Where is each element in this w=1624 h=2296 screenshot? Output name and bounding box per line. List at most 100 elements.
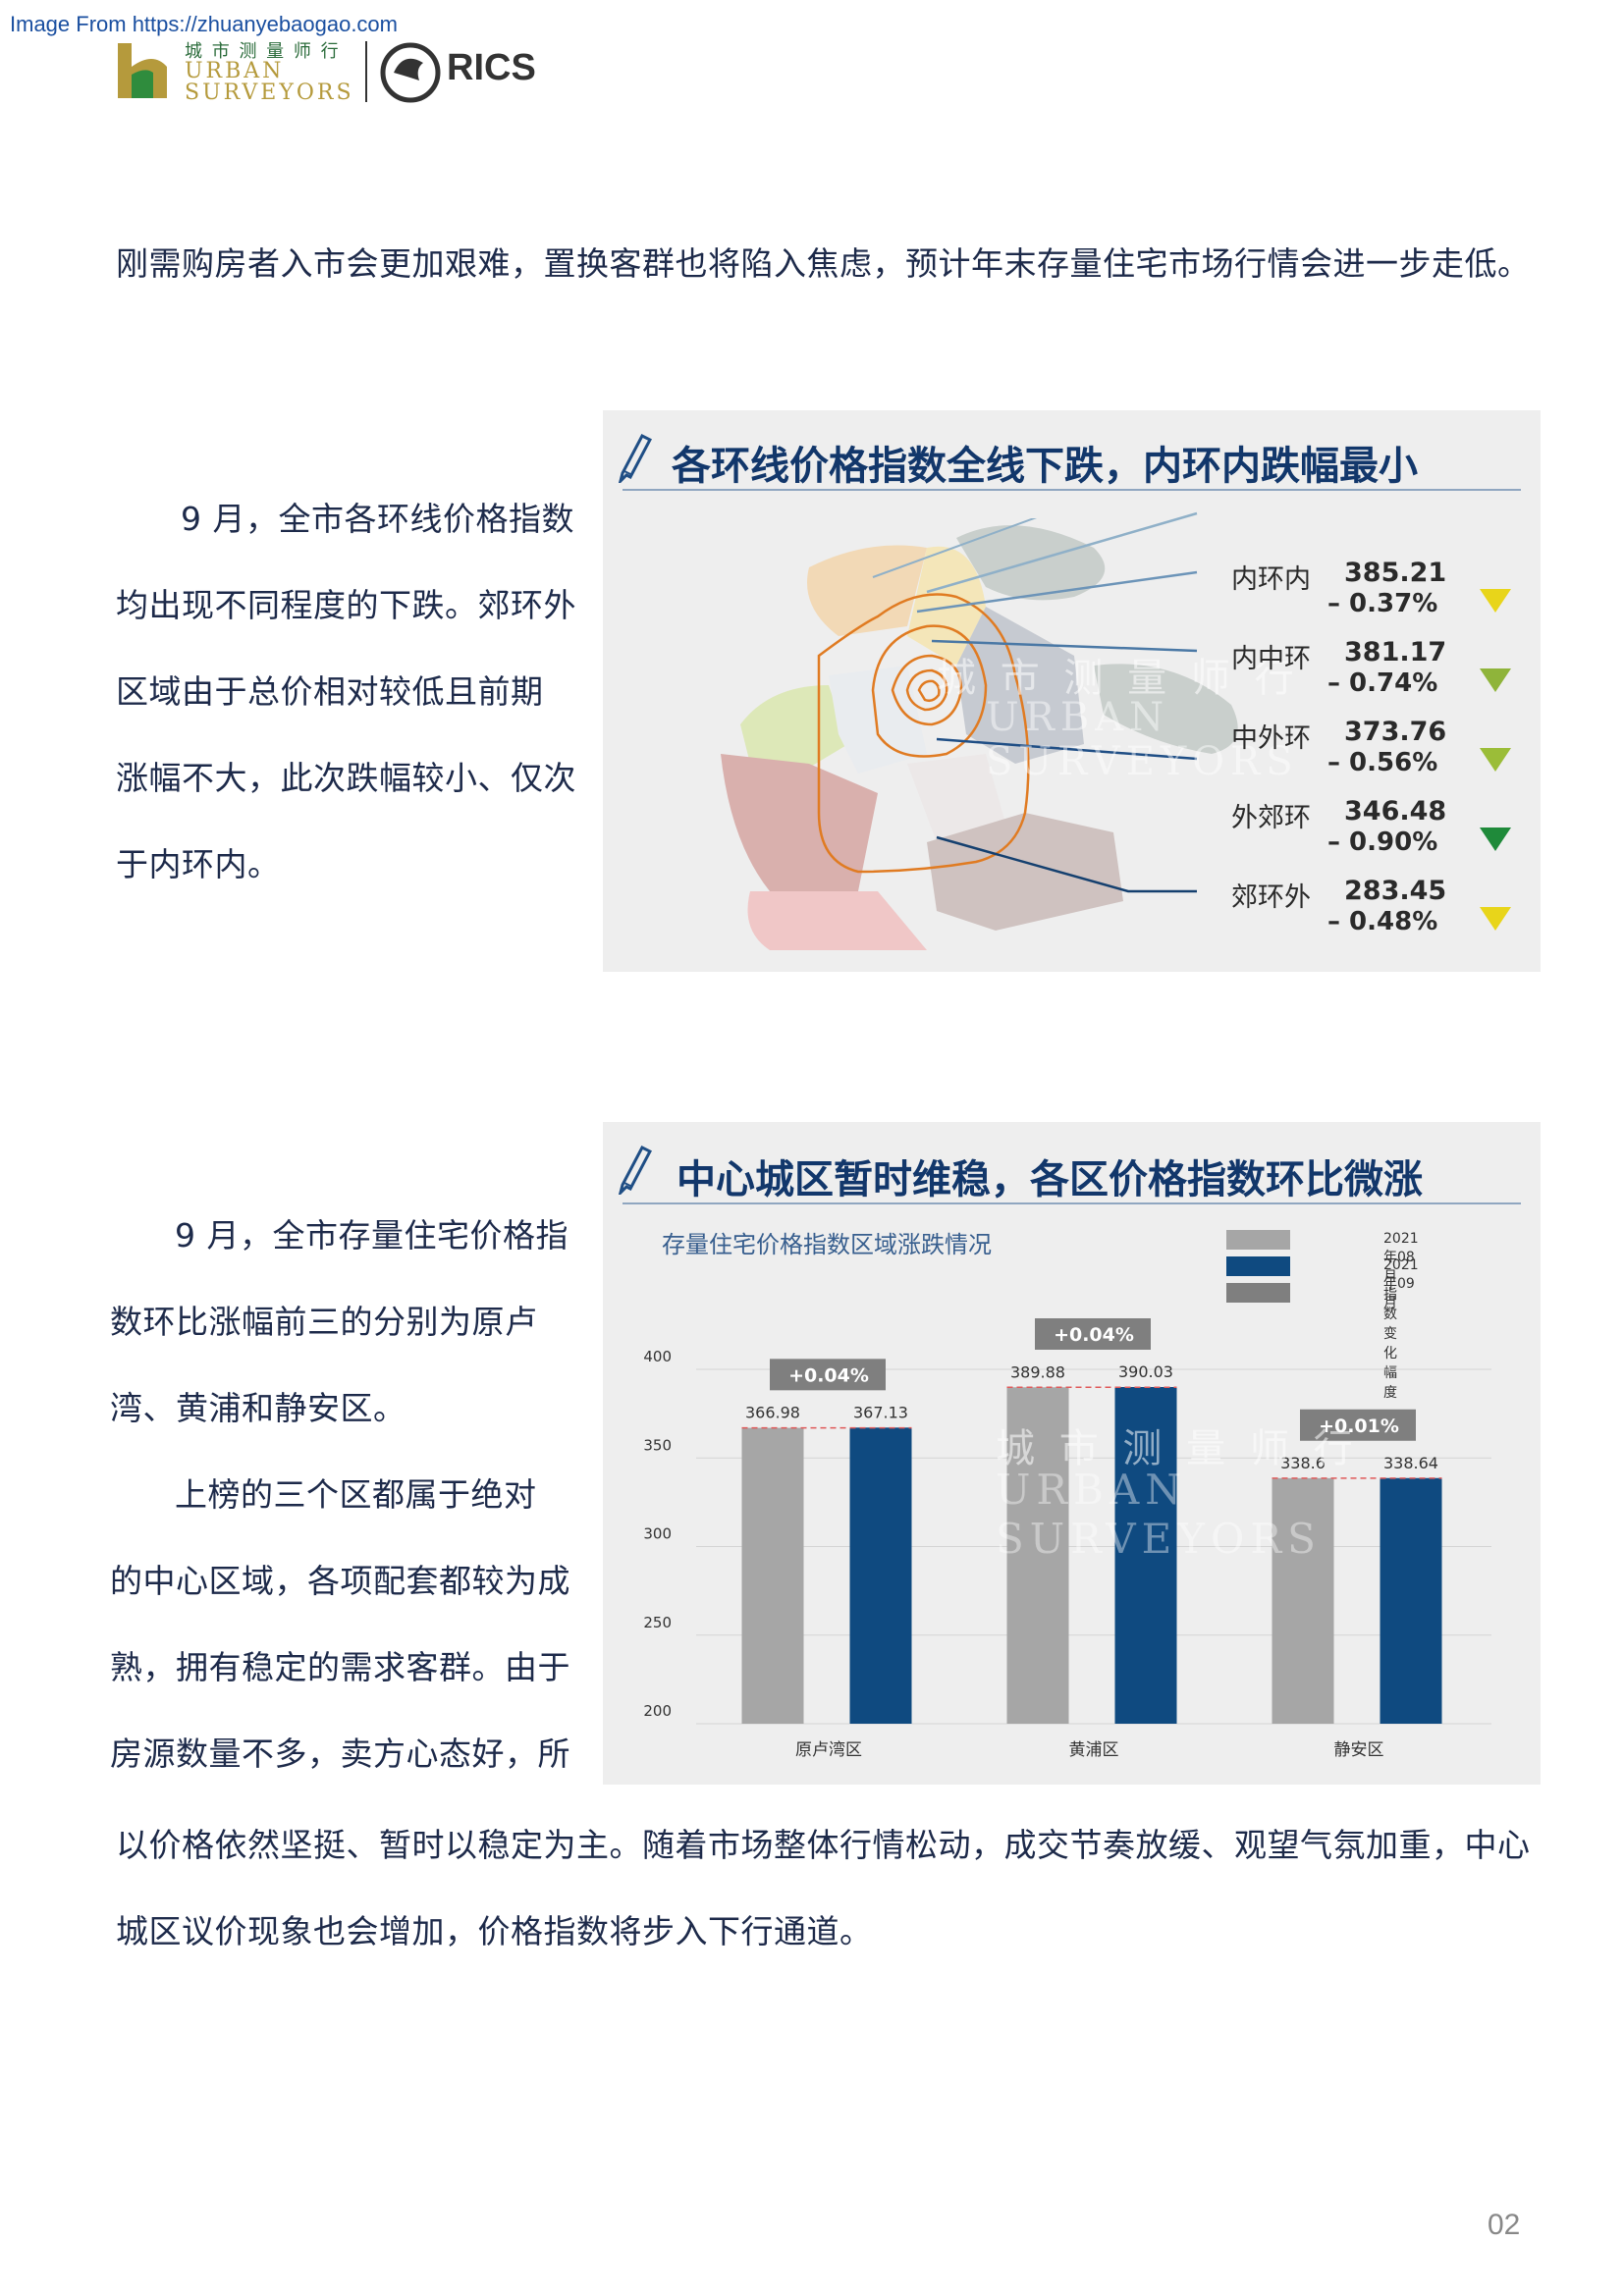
header-logos: 城 市 测 量 师 行 URBAN SURVEYORS RICS (116, 37, 626, 106)
chart-watermark-en2: SURVEYORS (996, 1515, 1322, 1563)
y-tick-label: 250 (643, 1614, 672, 1631)
ring-value: 373.76 (1344, 717, 1447, 747)
section1-text-line: 涨幅不大，此次跌幅较小、仅次 (116, 759, 576, 797)
continuation-line: 城区议价现象也会增加，价格指数将步入下行通道。 (116, 1912, 873, 1950)
section2-title: 中心城区暂时维稳，各区价格指数环比微涨 (677, 1157, 1423, 1202)
section2-text-line: 房源数量不多，卖方心态好，所 (110, 1735, 570, 1773)
bar-value-label: 338.6 (1280, 1454, 1326, 1472)
logo-cn-text: 城 市 测 量 师 行 (185, 41, 341, 62)
ring-row: 内中环 381.17 – 0.74% (1231, 637, 1526, 717)
pencil-icon (618, 1146, 652, 1195)
down-triangle-icon (1480, 907, 1511, 931)
change-badge (770, 1359, 886, 1391)
legend-swatch (1226, 1256, 1290, 1276)
map-watermark-en1: URBAN (986, 695, 1170, 740)
y-tick-label: 200 (643, 1702, 672, 1720)
ring-row: 中外环 373.76 – 0.56% (1231, 717, 1526, 796)
down-triangle-icon (1480, 748, 1511, 772)
map-watermark-cn: 城 市 测 量 师 行 (937, 656, 1300, 701)
x-category-label: 黄浦区 (1069, 1740, 1119, 1760)
page-number: 02 (1488, 2209, 1521, 2241)
section2-text-line: 数环比涨幅前三的分别为原卢 (110, 1303, 538, 1341)
change-badge (1300, 1409, 1416, 1441)
chart-title: 存量住宅价格指数区域涨跌情况 (662, 1231, 992, 1258)
change-badge-label: +0.04% (788, 1364, 869, 1386)
urban-surveyors-logo (118, 41, 441, 103)
ring-name: 内中环 (1231, 644, 1311, 674)
ring-leader-lines (916, 511, 1198, 893)
ring-value: 346.48 (1344, 796, 1447, 827)
district-bar-chart: 400 350 300 250 200 366.98 367.13 +0.04% 原卢湾区 389… (643, 1317, 1491, 1760)
ring-row: 郊环外 283.45 – 0.48% (1231, 876, 1526, 955)
logo-en-line1: URBAN (185, 59, 285, 83)
section2-text-line: 湾、黄浦和静安区。 (110, 1389, 406, 1427)
section2-text-line: 9 月，全市存量住宅价格指 (175, 1216, 568, 1255)
section1-title: 各环线价格指数全线下跌，内环内跌幅最小 (672, 444, 1418, 489)
pencil-icon (618, 434, 652, 483)
ring-change: – 0.56% (1327, 748, 1438, 777)
section2-text: 9 月，全市存量住宅价格指 数环比涨幅前三的分别为原卢 湾、黄浦和静安区。 上榜… (110, 1193, 581, 1797)
bar (1006, 1387, 1069, 1724)
ring-value: 385.21 (1344, 558, 1447, 588)
bar-value-label: 390.03 (1118, 1362, 1173, 1381)
down-triangle-icon (1480, 828, 1511, 851)
ring-value: 283.45 (1344, 876, 1447, 906)
section2-text-line: 熟，拥有稳定的需求客群。由于 (110, 1648, 570, 1686)
logo-en-line2: SURVEYORS (185, 80, 354, 105)
change-badge (1035, 1317, 1151, 1350)
ring-value: 381.17 (1344, 637, 1447, 667)
legend-label: 2021年08月 (1383, 1231, 1419, 1285)
district-chart-panel: 中心城区暂时维稳，各区价格指数环比微涨 存量住宅价格指数区域涨跌情况 2021年… (603, 1122, 1541, 1785)
change-badge-label: +0.04% (1054, 1324, 1134, 1346)
y-tick-label: 400 (643, 1348, 672, 1365)
y-tick-label: 350 (643, 1436, 672, 1454)
bar (1380, 1477, 1442, 1724)
rics-logo-text: RICS (447, 47, 536, 88)
ring-change: – 0.37% (1327, 589, 1438, 618)
y-tick-label: 300 (643, 1525, 672, 1543)
legend-swatch (1226, 1283, 1290, 1303)
bar (1272, 1477, 1334, 1724)
legend-swatch (1226, 1230, 1290, 1250)
bar-value-label: 338.64 (1383, 1454, 1438, 1472)
section2-text-line: 的中心区域，各项配套都较为成 (110, 1562, 570, 1600)
ring-name: 外郊环 (1231, 803, 1311, 833)
title-divider (623, 489, 1521, 491)
change-badge-label: +0.01% (1319, 1415, 1399, 1437)
bar-value-label: 367.13 (853, 1403, 908, 1421)
section1-text-line: 9 月，全市各环线价格指数 (181, 500, 574, 538)
section2-continuation: 以价格依然坚挺、暂时以稳定为主。随着市场整体行情松动，成交节奏放缓、观望气氛加重… (116, 1802, 1549, 1975)
ring-change: – 0.74% (1327, 668, 1438, 698)
x-category-label: 原卢湾区 (795, 1740, 862, 1760)
down-triangle-icon (1480, 589, 1511, 613)
section1-text-line: 于内环内。 (116, 845, 281, 883)
ring-label-list: 内环内 385.21 – 0.37% 内中环 381.17 – 0.74% 中外… (1231, 558, 1526, 955)
section1-text: 9 月，全市各环线价格指数 均出现不同程度的下跌。郊环外 区域由于总价相对较低且… (116, 476, 577, 908)
source-url: Image From https://zhuanyebaogao.com (10, 12, 398, 36)
ring-row: 内环内 385.21 – 0.37% (1231, 558, 1526, 637)
chart-watermark-cn: 城 市 测 量 师 行 (996, 1426, 1359, 1471)
ring-name: 中外环 (1231, 723, 1311, 754)
ring-row: 外郊环 346.48 – 0.90% (1231, 796, 1526, 876)
legend-label: 2021年09月 (1383, 1257, 1419, 1311)
continuation-line: 以价格依然坚挺、暂时以稳定为主。随着市场整体行情松动，成交节奏放缓、观望气氛加重… (116, 1826, 1531, 1864)
ring-name: 郊环外 (1231, 882, 1311, 913)
ring-change: – 0.90% (1327, 828, 1438, 857)
title-divider (623, 1202, 1521, 1204)
down-triangle-icon (1480, 668, 1511, 692)
shanghai-ring-map (721, 518, 1238, 950)
section1-text-line: 区域由于总价相对较低且前期 (116, 672, 544, 711)
bar-value-label: 389.88 (1010, 1362, 1065, 1381)
ring-name: 内环内 (1231, 564, 1311, 595)
bar (1114, 1386, 1177, 1724)
bar-value-label: 366.98 (745, 1404, 800, 1422)
chart-watermark-en1: URBAN (996, 1466, 1187, 1514)
intro-paragraph: 刚需购房者入市会更加艰难，置换客群也将陷入焦虑，预计年末存量住宅市场行情会进一步… (116, 244, 1531, 283)
section2-text-line: 上榜的三个区都属于绝对 (175, 1475, 537, 1514)
map-watermark-en2: SURVEYORS (986, 739, 1299, 784)
ring-index-panel: 各环线价格指数全线下跌，内环内跌幅最小 城 市 测 量 师 行 URBAN S (603, 410, 1541, 972)
x-category-label: 静安区 (1334, 1740, 1384, 1760)
ring-change: – 0.48% (1327, 907, 1438, 936)
section1-text-line: 均出现不同程度的下跌。郊环外 (116, 586, 576, 624)
bar (741, 1427, 804, 1724)
